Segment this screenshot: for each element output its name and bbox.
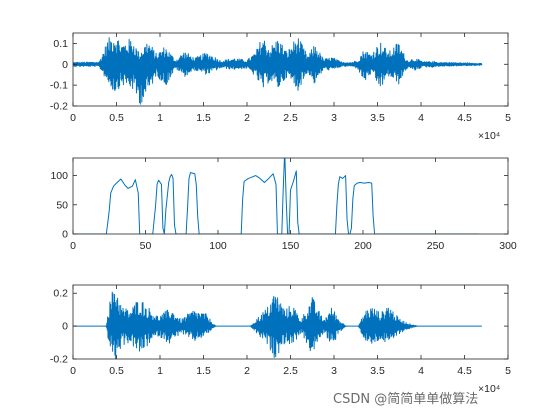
x-tick-label: 100 bbox=[209, 240, 227, 252]
x-tick-label: 5 bbox=[505, 112, 511, 124]
x-tick-label: 0 bbox=[70, 240, 76, 252]
x-tick-label: 0.5 bbox=[109, 365, 124, 377]
y-tick-label: -0.2 bbox=[50, 354, 68, 366]
envelope-axes: 0 50 100 150 200 250 300 0 50 100 bbox=[50, 157, 517, 252]
x-tick-label: 1 bbox=[157, 365, 163, 377]
watermark-text: CSDN @简简单单做算法 bbox=[333, 392, 479, 407]
x-tick-label: 250 bbox=[427, 240, 445, 252]
x-tick-label: 1 bbox=[157, 112, 163, 124]
x-tick-label: 3.5 bbox=[370, 365, 385, 377]
y-tick-label: 0 bbox=[62, 59, 68, 71]
y-tick-label: 50 bbox=[56, 199, 68, 211]
x-tick-label: 5 bbox=[505, 365, 511, 377]
x-tick-label: 1.5 bbox=[196, 365, 211, 377]
x-tick-label: 2 bbox=[244, 112, 250, 124]
x-tick-label: 2.5 bbox=[283, 112, 298, 124]
y-tick-label: 0.2 bbox=[53, 288, 68, 300]
x-tick-label: 1.5 bbox=[196, 112, 211, 124]
waveform-axes: 0 0.5 1 1.5 2 2.5 3 3.5 4 4.5 5 -0.2 -0.1 0 0.1 ×10⁴ bbox=[50, 32, 511, 142]
series-line bbox=[73, 37, 483, 105]
x-tick-label: 150 bbox=[282, 240, 300, 252]
x-tick-label: 0.5 bbox=[109, 112, 124, 124]
y-tick-label: -0.2 bbox=[50, 101, 68, 113]
x-tick-label: 0 bbox=[70, 365, 76, 377]
x-exponent-label: ×10⁴ bbox=[478, 130, 500, 142]
series-line bbox=[73, 158, 479, 234]
y-tick-label: 0.1 bbox=[53, 38, 68, 50]
x-tick-label: 4 bbox=[418, 112, 424, 124]
x-tick-label: 3 bbox=[331, 112, 337, 124]
x-tick-label: 3.5 bbox=[370, 112, 385, 124]
x-tick-label: 4.5 bbox=[457, 112, 472, 124]
y-tick-label: 100 bbox=[50, 170, 68, 182]
x-tick-label: 0 bbox=[70, 112, 76, 124]
x-tick-label: 3 bbox=[331, 365, 337, 377]
endpoint-waveform-axes: 0 0.5 1 1.5 2 2.5 3 3.5 4 4.5 5-0.200.2×10⁴ bbox=[50, 284, 511, 395]
x-tick-label: 4 bbox=[418, 365, 424, 377]
x-tick-label: 200 bbox=[354, 240, 372, 252]
y-tick-label: -0.1 bbox=[50, 80, 68, 92]
x-tick-label: 4.5 bbox=[457, 365, 472, 377]
y-tick-label: 0 bbox=[62, 229, 68, 241]
x-exponent-label: ×10⁴ bbox=[478, 383, 500, 395]
x-tick-label: 300 bbox=[499, 240, 517, 252]
x-tick-label: 2.5 bbox=[283, 365, 298, 377]
series-line bbox=[73, 291, 482, 359]
y-tick-label: 0 bbox=[62, 321, 68, 333]
x-tick-label: 2 bbox=[244, 365, 250, 377]
x-tick-label: 50 bbox=[140, 240, 152, 252]
